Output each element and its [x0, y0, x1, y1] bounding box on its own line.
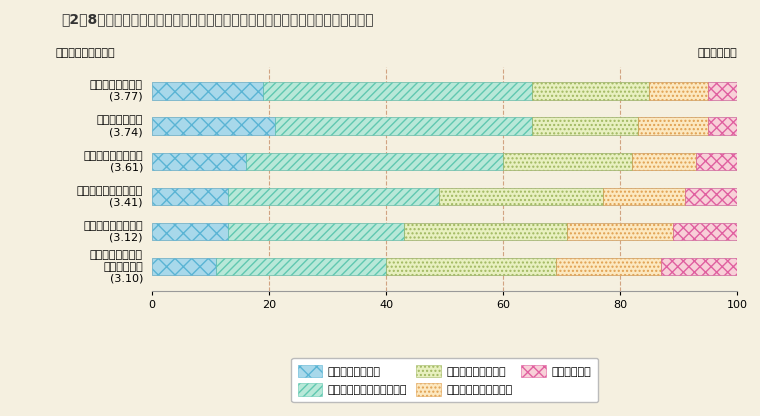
- Bar: [386, 258, 556, 275]
- Bar: [696, 153, 737, 170]
- Bar: [439, 188, 603, 205]
- Bar: [673, 223, 737, 240]
- Bar: [632, 153, 696, 170]
- Bar: [532, 117, 638, 135]
- Bar: [556, 258, 661, 275]
- Bar: [245, 153, 503, 170]
- Bar: [152, 223, 228, 240]
- Bar: [503, 153, 632, 170]
- Bar: [152, 188, 228, 205]
- Bar: [532, 82, 649, 100]
- Bar: [708, 82, 737, 100]
- Bar: [152, 223, 228, 240]
- Text: （単位：％）: （単位：％）: [698, 47, 737, 57]
- Bar: [649, 82, 708, 100]
- Bar: [152, 258, 217, 275]
- Bar: [152, 258, 217, 275]
- Bar: [263, 82, 532, 100]
- Bar: [228, 188, 439, 205]
- Bar: [439, 188, 603, 205]
- Bar: [152, 188, 228, 205]
- Bar: [503, 153, 632, 170]
- Bar: [228, 223, 404, 240]
- Bar: [263, 82, 532, 100]
- Bar: [708, 117, 737, 135]
- Bar: [217, 258, 386, 275]
- Bar: [152, 82, 263, 100]
- Bar: [152, 117, 275, 135]
- Bar: [404, 223, 568, 240]
- Bar: [152, 153, 245, 170]
- Bar: [228, 188, 439, 205]
- Bar: [708, 117, 737, 135]
- Bar: [632, 153, 696, 170]
- Bar: [556, 258, 661, 275]
- Bar: [638, 117, 708, 135]
- Bar: [673, 223, 737, 240]
- Legend: まったくその通り, どちらかといえばその通り, どちらともいえない, どちらかといえば違う, まったく違う: まったくその通り, どちらかといえばその通り, どちらともいえない, どちらかと…: [291, 358, 598, 402]
- Bar: [661, 258, 737, 275]
- Bar: [568, 223, 673, 240]
- Bar: [696, 153, 737, 170]
- Bar: [386, 258, 556, 275]
- Bar: [152, 153, 245, 170]
- Bar: [685, 188, 737, 205]
- Bar: [217, 258, 386, 275]
- Bar: [649, 82, 708, 100]
- Bar: [603, 188, 685, 205]
- Bar: [245, 153, 503, 170]
- Bar: [532, 117, 638, 135]
- Bar: [532, 82, 649, 100]
- Bar: [152, 82, 263, 100]
- Bar: [275, 117, 532, 135]
- Bar: [685, 188, 737, 205]
- Bar: [228, 223, 404, 240]
- Text: 図2－8　《上司マネジメント》の領域に属する質問項目別の回答割合及び平均値: 図2－8 《上司マネジメント》の領域に属する質問項目別の回答割合及び平均値: [61, 12, 373, 27]
- Bar: [638, 117, 708, 135]
- Bar: [661, 258, 737, 275]
- Bar: [152, 117, 275, 135]
- Bar: [708, 82, 737, 100]
- Bar: [568, 223, 673, 240]
- Bar: [603, 188, 685, 205]
- Bar: [404, 223, 568, 240]
- Text: 質問項目（平均値）: 質問項目（平均値）: [55, 47, 115, 57]
- Bar: [275, 117, 532, 135]
